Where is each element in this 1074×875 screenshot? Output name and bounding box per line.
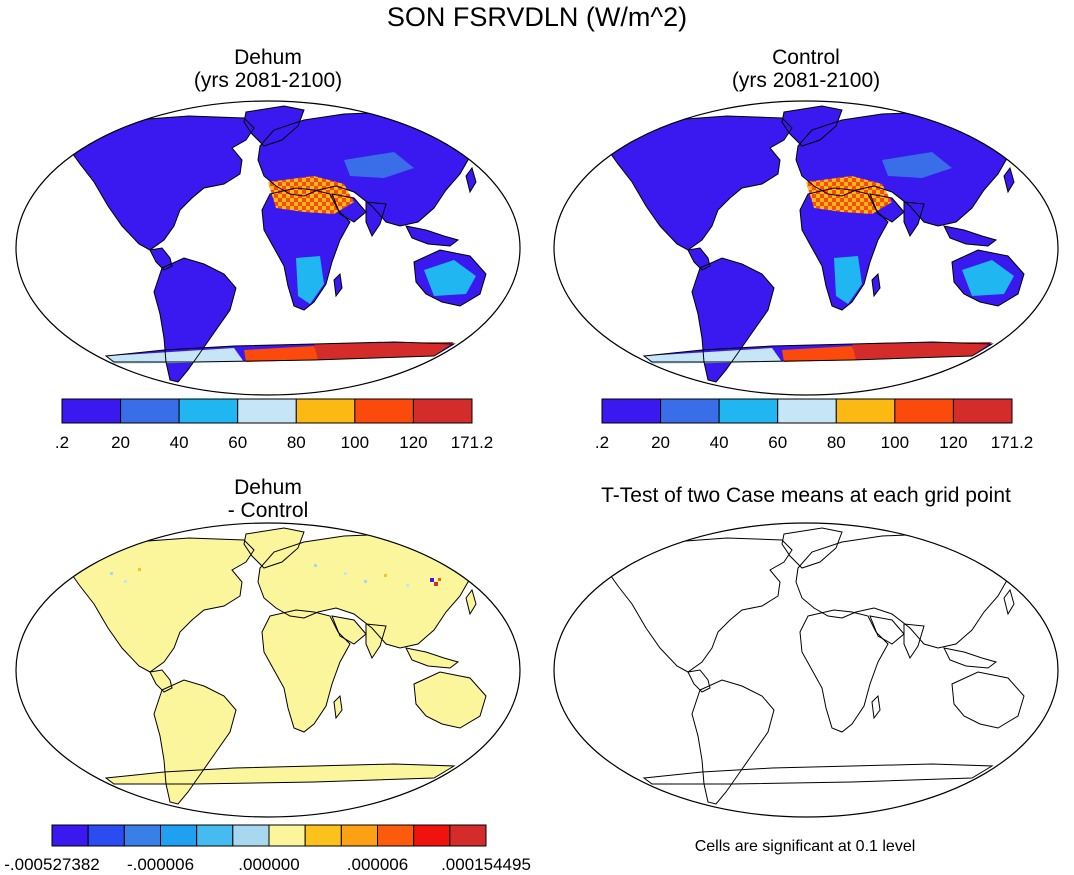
colorbar-tick-label: -.000527382 xyxy=(4,855,100,874)
colorbar-swatch xyxy=(51,824,89,847)
panel-title-line2: (yrs 2081-2100) xyxy=(731,69,881,92)
colorbar-tick-label: -.000006 xyxy=(126,855,195,874)
panel-title-difference: Dehum - Control xyxy=(0,476,536,522)
colorbar-swatch xyxy=(232,824,270,847)
colorbar-tick-label: .000154495 xyxy=(441,855,531,874)
colorbar-swatch xyxy=(120,398,180,424)
colorbar-tick-label: 40 xyxy=(169,433,189,452)
colorbar-tick-label: .2 xyxy=(54,433,70,452)
panel-title-control: Control (yrs 2081-2100) xyxy=(538,46,1074,92)
colorbar-dehum: .2 20 40 60 80 100 120 171.2 xyxy=(55,398,500,452)
colorbar-swatch xyxy=(835,398,896,424)
colorbar-swatch xyxy=(952,398,1013,424)
colorbar-swatch xyxy=(160,824,198,847)
colorbar-tick-label: .000000 xyxy=(238,855,300,874)
colorbar-swatch xyxy=(123,824,162,847)
colorbar-swatch xyxy=(295,398,356,424)
map-control xyxy=(553,100,1059,396)
colorbar-difference: -.000527382 -.000006 .000000 .000006 .000154… xyxy=(0,824,540,874)
colorbar-tick-label: 60 xyxy=(768,433,788,452)
colorbar-swatch xyxy=(340,824,379,847)
colorbar-swatch xyxy=(718,398,779,424)
colorbar-swatch xyxy=(601,398,662,424)
colorbar-swatch xyxy=(178,398,239,424)
colorbar-swatch xyxy=(196,824,234,847)
colorbar-swatch xyxy=(777,398,837,424)
panel-title-line2: (yrs 2081-2100) xyxy=(193,69,343,92)
colorbar-swatch xyxy=(449,824,487,847)
colorbar-tick-label: 20 xyxy=(651,433,671,452)
colorbar-tick-label: 100 xyxy=(340,433,370,452)
main-title: SON FSRVDLN (W/m^2) xyxy=(386,2,688,32)
colorbar-swatch xyxy=(268,824,306,847)
colorbar-tick-label: .000006 xyxy=(346,855,409,874)
colorbar-swatch xyxy=(354,398,414,424)
colorbar-swatch xyxy=(660,398,720,424)
colorbar-swatch xyxy=(894,398,954,424)
panel-title-line1: Dehum xyxy=(234,476,302,499)
colorbar-swatch xyxy=(377,824,415,847)
significance-note: Cells are significant at 0.1 level xyxy=(694,838,916,855)
colorbar-swatch xyxy=(413,824,451,847)
colorbar-tick-label: 120 xyxy=(939,433,968,452)
panel-title-line1: Dehum xyxy=(234,46,302,69)
panel-title-line2: - Control xyxy=(227,499,309,522)
colorbar-tick-label: .2 xyxy=(594,433,610,452)
map-ttest xyxy=(553,522,1059,818)
colorbar-tick-label: 120 xyxy=(399,433,428,452)
colorbar-swatch xyxy=(237,398,297,424)
panel-title-line1: T-Test of two Case means at each grid po… xyxy=(601,484,1011,507)
colorbar-control: .2 20 40 60 80 100 120 171.2 xyxy=(595,398,1040,452)
colorbar-tick-label: 171.2 xyxy=(990,433,1034,452)
panel-title-ttest: T-Test of two Case means at each grid po… xyxy=(538,484,1074,507)
colorbar-tick-label: 80 xyxy=(826,433,846,452)
colorbar-swatch xyxy=(61,398,122,424)
colorbar-tick-label: 20 xyxy=(111,433,131,452)
colorbar-tick-label: 171.2 xyxy=(450,433,494,452)
map-dehum xyxy=(15,100,521,396)
colorbar-swatch xyxy=(412,398,473,424)
map-difference xyxy=(15,522,521,818)
panel-title-line1: Control xyxy=(772,46,840,69)
colorbar-tick-label: 60 xyxy=(228,433,248,452)
colorbar-swatch xyxy=(87,824,125,847)
panel-title-dehum: Dehum (yrs 2081-2100) xyxy=(0,46,536,92)
colorbar-swatch xyxy=(304,824,342,847)
colorbar-tick-label: 80 xyxy=(286,433,306,452)
colorbar-tick-label: 100 xyxy=(880,433,910,452)
colorbar-tick-label: 40 xyxy=(709,433,729,452)
